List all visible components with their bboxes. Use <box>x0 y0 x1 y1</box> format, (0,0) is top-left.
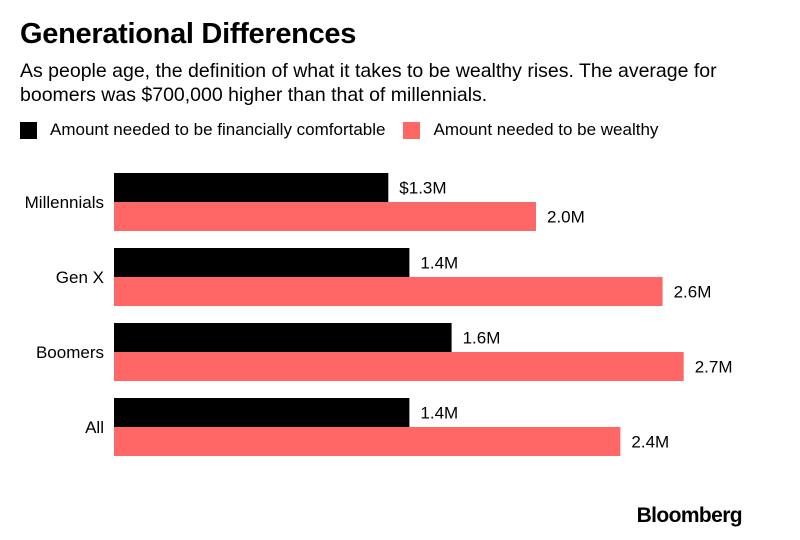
value-label-all-comfortable: 1.4M <box>420 404 458 423</box>
value-label-gen-x-wealthy: 2.6M <box>674 283 712 302</box>
category-label-boomers: Boomers <box>36 343 104 362</box>
bar-gen-x-wealthy <box>114 277 663 306</box>
legend-item-comfortable: Amount needed to be financially comforta… <box>20 120 385 140</box>
bar-all-comfortable <box>114 398 410 427</box>
bar-gen-x-comfortable <box>114 248 410 277</box>
bar-millennials-wealthy <box>114 202 536 231</box>
value-label-millennials-wealthy: 2.0M <box>547 208 585 227</box>
value-label-all-wealthy: 2.4M <box>631 433 669 452</box>
bar-millennials-comfortable <box>114 173 389 202</box>
legend-label-comfortable: Amount needed to be financially comforta… <box>50 120 386 139</box>
value-label-millennials-comfortable: $1.3M <box>399 179 446 198</box>
bloomberg-logo: Bloomberg <box>636 504 743 527</box>
bar-boomers-wealthy <box>114 352 684 381</box>
category-label-millennials: Millennials <box>25 193 104 212</box>
bar-boomers-comfortable <box>114 323 452 352</box>
bar-all-wealthy <box>114 427 621 456</box>
legend-swatch-comfortable <box>20 121 37 139</box>
chart-title: Generational Differences <box>20 18 357 50</box>
chart-subtitle: As people age, the definition of what it… <box>20 60 717 106</box>
legend-item-wealthy: Amount needed to be wealthy <box>403 120 658 140</box>
legend-label-wealthy: Amount needed to be wealthy <box>433 120 659 139</box>
value-label-boomers-wealthy: 2.7M <box>695 358 733 377</box>
category-label-all: All <box>85 418 104 437</box>
value-label-gen-x-comfortable: 1.4M <box>420 254 458 273</box>
legend: Amount needed to be financially comforta… <box>20 120 676 140</box>
category-label-gen-x: Gen X <box>56 268 104 287</box>
value-label-boomers-comfortable: 1.6M <box>463 329 501 348</box>
legend-swatch-wealthy <box>403 121 421 139</box>
